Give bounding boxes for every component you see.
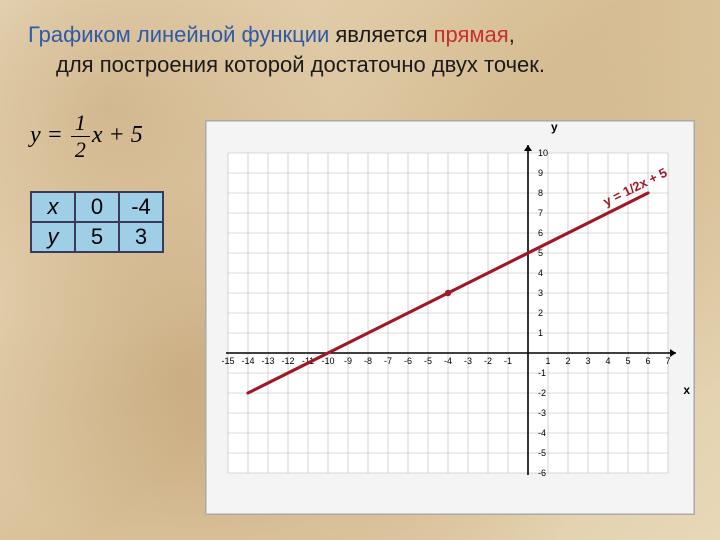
table-row: y 5 3: [31, 222, 163, 252]
svg-text:10: 10: [538, 148, 548, 158]
svg-text:2: 2: [538, 308, 543, 318]
svg-text:-12: -12: [281, 356, 294, 366]
heading-line2: для построения которой достаточно двух т…: [28, 50, 692, 80]
svg-text:-14: -14: [241, 356, 254, 366]
formula-numerator: 1: [71, 110, 90, 137]
cell-x-1: -4: [119, 192, 163, 222]
svg-text:-4: -4: [538, 428, 546, 438]
svg-text:-9: -9: [344, 356, 352, 366]
svg-text:-1: -1: [504, 356, 512, 366]
axis-label-y: y: [551, 120, 558, 134]
svg-text:7: 7: [538, 208, 543, 218]
svg-text:8: 8: [538, 188, 543, 198]
svg-text:1: 1: [545, 356, 550, 366]
heading-phrase-2: является: [329, 22, 433, 47]
svg-text:4: 4: [605, 356, 610, 366]
cell-x-0: 0: [75, 192, 119, 222]
svg-text:-13: -13: [261, 356, 274, 366]
svg-text:-5: -5: [538, 448, 546, 458]
formula: y = 12x + 5: [30, 110, 190, 163]
svg-text:-6: -6: [538, 468, 546, 478]
table-row: x 0 -4: [31, 192, 163, 222]
cell-y-1: 3: [119, 222, 163, 252]
formula-eq: =: [41, 122, 69, 148]
svg-text:-15: -15: [221, 356, 234, 366]
slide-content: Графиком линейной функции является пряма…: [0, 0, 720, 117]
heading: Графиком линейной функции является пряма…: [28, 20, 692, 79]
heading-phrase-1: Графиком линейной функции: [28, 22, 329, 47]
svg-text:-5: -5: [424, 356, 432, 366]
axis-label-x: x: [683, 383, 690, 397]
svg-text:-2: -2: [484, 356, 492, 366]
cell-y-0: 5: [75, 222, 119, 252]
svg-text:9: 9: [538, 168, 543, 178]
svg-text:-2: -2: [538, 388, 546, 398]
svg-text:3: 3: [538, 288, 543, 298]
svg-text:-1: -1: [538, 368, 546, 378]
chart-svg: -15 -14 -13 -12 -1 1 -10 -9 -8 -7 -6 -5 -4 -3 -2 -1 1 2 3 4…: [206, 121, 696, 516]
svg-text:4: 4: [538, 268, 543, 278]
svg-text:-3: -3: [464, 356, 472, 366]
svg-text:2: 2: [565, 356, 570, 366]
chart-panel: y x -15-14-13-12-11-10-9-8-7-6-5-4-3-2-1…: [205, 120, 695, 515]
formula-lhs: y: [30, 122, 41, 148]
formula-denominator: 2: [71, 137, 90, 163]
svg-text:5: 5: [538, 248, 543, 258]
svg-text:7: 7: [665, 356, 670, 366]
svg-text:5: 5: [625, 356, 630, 366]
formula-rhs: x + 5: [92, 122, 143, 148]
points-table: x 0 -4 y 5 3: [30, 191, 164, 253]
svg-text:-7: -7: [384, 356, 392, 366]
row-label-x: x: [31, 192, 75, 222]
svg-text:-4: -4: [444, 356, 452, 366]
row-label-y: y: [31, 222, 75, 252]
svg-text:-8: -8: [364, 356, 372, 366]
svg-text:3: 3: [585, 356, 590, 366]
left-column: y = 12x + 5 x 0 -4 y 5 3: [30, 110, 190, 253]
heading-phrase-3: прямая: [434, 22, 509, 47]
svg-text:-10: -10: [321, 356, 334, 366]
svg-text:-3: -3: [538, 408, 546, 418]
svg-text:6: 6: [538, 228, 543, 238]
heading-comma: ,: [509, 22, 515, 47]
formula-fraction: 12: [71, 110, 90, 163]
svg-text:-6: -6: [404, 356, 412, 366]
svg-text:1: 1: [538, 328, 543, 338]
svg-text:6: 6: [645, 356, 650, 366]
